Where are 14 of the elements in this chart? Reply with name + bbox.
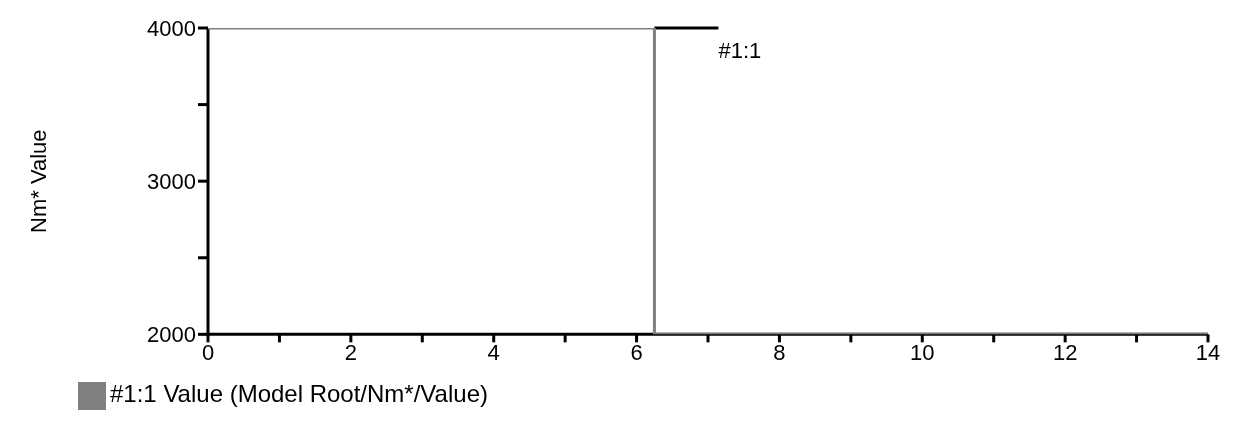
y-tick-label: 3000 [147, 168, 196, 194]
y-tick-label: 2000 [147, 322, 196, 348]
x-tick-label: 0 [201, 339, 215, 365]
x-tick-label: 10 [910, 339, 935, 365]
y-axis-title: Nm* Value [25, 129, 51, 233]
y-tick-label: 4000 [147, 15, 196, 41]
x-tick-label: 8 [773, 339, 786, 365]
x-tick-label: 12 [1052, 339, 1078, 365]
x-tick-label: 6 [630, 339, 643, 365]
x-tick-label: 14 [1195, 339, 1221, 365]
x-tick-label: 2 [344, 339, 357, 365]
legend-label: #1:1 Value (Model Root/Nm*/Value) [110, 380, 488, 408]
annotation: #1:1 [718, 38, 762, 63]
x-tick-label: 4 [487, 339, 500, 365]
